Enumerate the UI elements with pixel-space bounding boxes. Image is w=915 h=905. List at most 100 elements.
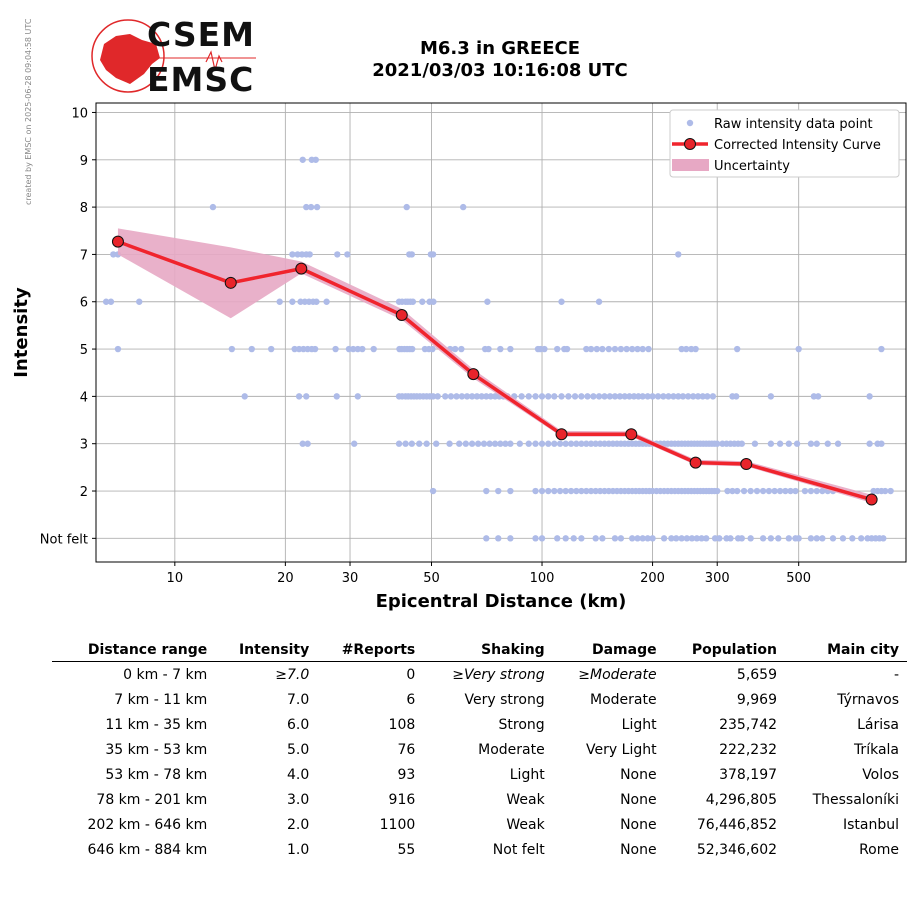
raw-data-point [785,440,793,447]
raw-data-point [554,535,561,542]
raw-data-point [497,440,504,447]
raw-data-point [747,535,754,542]
y-tick-label: 9 [80,154,88,169]
raw-data-point [408,345,416,353]
raw-data-point [759,535,767,542]
curve-marker [555,428,568,441]
raw-data-point [807,440,815,447]
raw-data-point [502,440,509,447]
raw-data-point [565,393,572,400]
raw-data-point [545,487,552,495]
raw-data-point [463,393,471,400]
y-tick-label: 5 [80,343,88,358]
raw-data-point [714,487,721,495]
raw-data-point [626,393,633,400]
raw-data-point [495,487,502,495]
raw-data-point [709,393,717,400]
cell-reports: 6 [406,691,416,708]
raw-data-point [491,440,499,447]
curve-marker [224,276,237,289]
raw-data-point [693,535,701,542]
x-tick-label: 30 [342,571,359,586]
legend-label: Raw intensity data point [714,117,873,132]
raw-data-point [740,487,748,495]
y-tick-label: 3 [80,438,88,453]
raw-data-point [473,393,481,400]
raw-data-point [776,487,784,495]
raw-data-point [478,393,485,400]
cell-intensity: 7.0 [286,691,310,708]
col-distance-range: Distance range [52,640,216,662]
raw-data-point [649,393,656,400]
raw-data-point [776,440,784,447]
cell-range: 53 km - 78 km [105,766,208,783]
raw-data-point [628,535,636,542]
raw-data-point [688,535,696,542]
raw-data-point [587,345,595,353]
raw-data-point [532,393,539,400]
raw-data-point [538,535,546,542]
raw-data-point [716,535,723,542]
curve-marker [467,368,480,381]
raw-data-point [484,298,491,305]
cell-population: 52,346,602 [696,841,778,858]
cell-population: 222,232 [719,741,778,758]
raw-data-point [858,535,865,542]
raw-data-point [295,393,303,400]
raw-data-point [683,345,690,353]
raw-data-point [733,345,741,353]
y-tick-label: 8 [80,201,88,216]
raw-data-point [795,535,802,542]
cell-reports: 916 [388,791,416,808]
cell-range: 35 km - 53 km [105,741,208,758]
cell-reports: 1100 [379,816,416,833]
y-tick-label: 10 [71,106,88,121]
raw-data-point [813,440,820,447]
raw-data-point [819,487,826,495]
raw-data-point [807,487,815,495]
corrected-intensity-curve [117,240,873,502]
cell-range: 0 km - 7 km [123,666,208,683]
cell-population: 378,197 [719,766,778,783]
col-shaking: Shaking [423,640,553,662]
cell-reports: 0 [406,666,416,683]
raw-data-point [587,440,595,447]
raw-data-point [819,535,826,542]
raw-data-point [670,393,677,400]
raw-data-point [429,251,437,258]
raw-data-point [416,440,423,447]
raw-data-point [673,535,680,542]
plot-frame [95,102,907,563]
raw-data-point [507,440,514,447]
raw-data-point [587,487,595,495]
cell-damage: None [620,791,657,808]
raw-data-point [599,535,606,542]
raw-data-point [311,345,319,353]
raw-data-point [485,345,492,353]
y-tick-label: Not felt [40,532,88,547]
raw-data-point [689,393,697,400]
raw-data-point [354,345,362,353]
raw-data-point [562,535,569,542]
raw-data-point [623,345,630,353]
raw-data-point [562,487,569,495]
raw-data-point [675,251,682,258]
legend-box [669,109,900,178]
x-tick-label: 10 [167,571,184,586]
raw-data-point [395,440,403,447]
raw-data-point [767,535,775,542]
cell-damage: Very Light [586,741,657,758]
raw-data-point [654,393,662,400]
cell-reports: 55 [397,841,416,858]
cell-population: 5,659 [736,666,778,683]
cell-intensity: 4.0 [286,766,310,783]
raw-data-point [453,393,460,400]
x-tick-label: 50 [423,571,440,586]
raw-data-point [419,298,426,305]
raw-data-point [684,393,692,400]
raw-data-point [370,345,377,353]
raw-data-point [474,440,482,447]
table-row: 7 km - 11 km 7.0 6 Very strong Moderate … [52,687,907,712]
raw-data-point [408,251,416,258]
raw-data-point [792,487,799,495]
